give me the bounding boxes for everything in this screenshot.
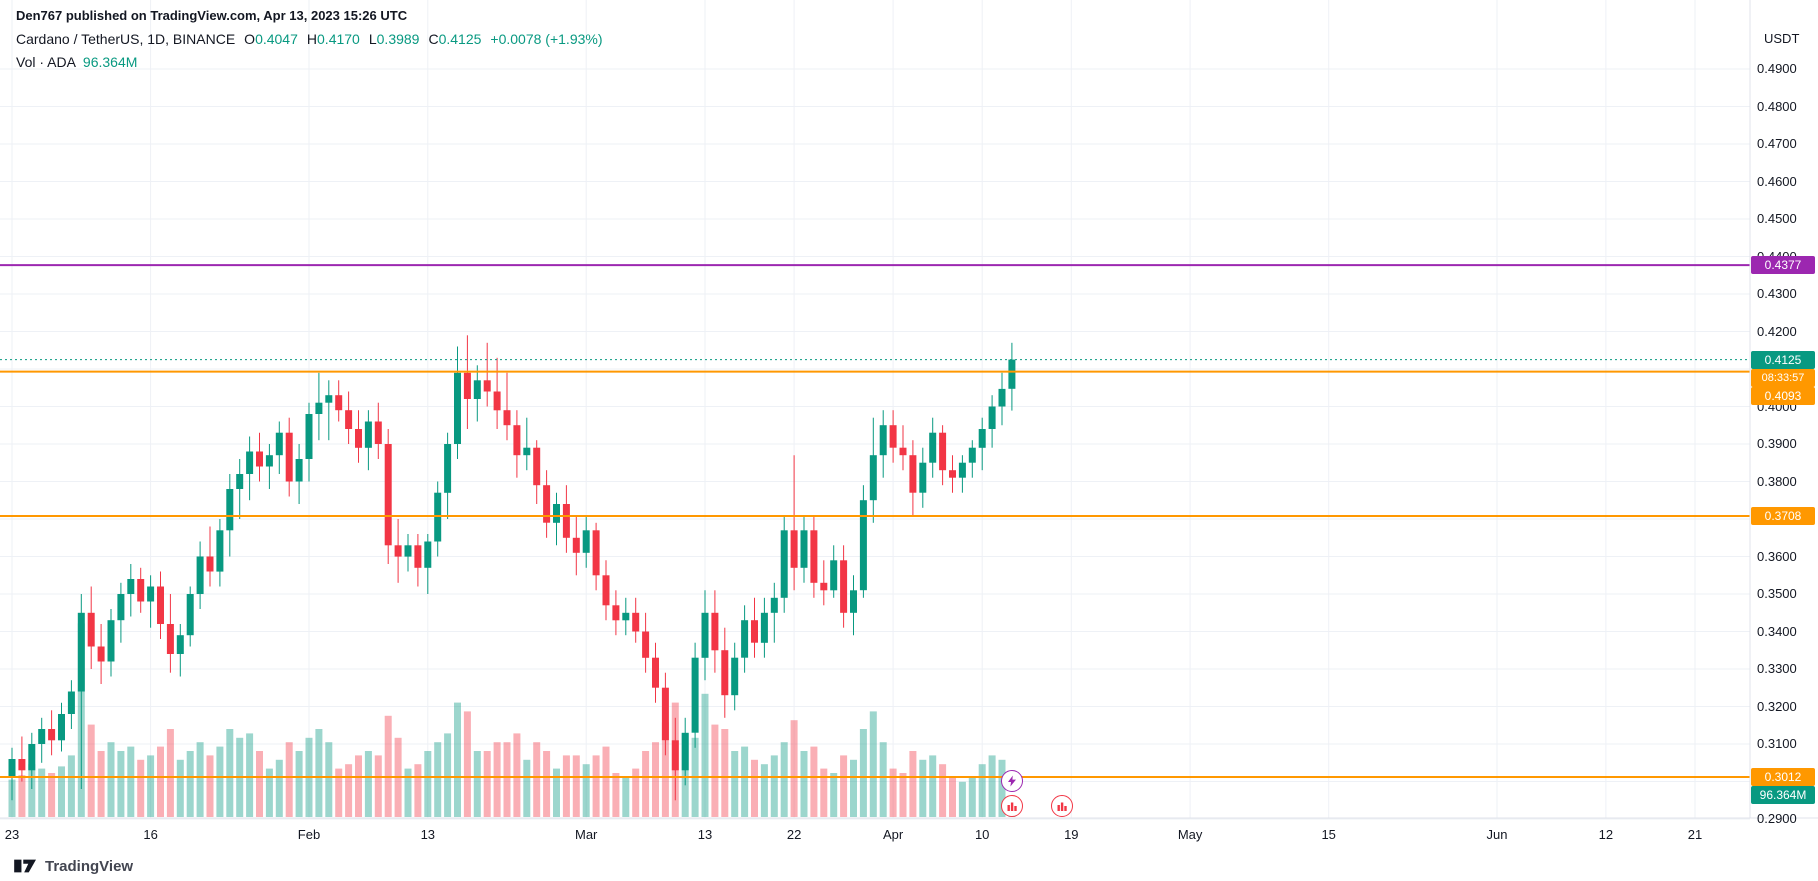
attribution-text: Den767 published on TradingView.com, Apr… (16, 8, 408, 23)
time-tick: 22 (786, 827, 802, 842)
ohlc-low: L0.3989 (368, 31, 420, 47)
symbol-title[interactable]: Cardano / TetherUS, 1D, BINANCE (16, 31, 236, 47)
time-tick: Jun (1486, 827, 1508, 842)
volume-axis-label: 96.364M (1751, 786, 1815, 804)
price-tick: 0.3200 (1757, 698, 1797, 714)
bars-marker-icon[interactable] (1051, 795, 1073, 817)
price-tick: 0.4600 (1757, 173, 1797, 189)
price-tick: 0.4500 (1757, 211, 1797, 226)
time-tick: 12 (1598, 827, 1614, 842)
price-tick: 0.3900 (1757, 436, 1797, 451)
candle-countdown-label: 08:33:57 (1751, 368, 1815, 387)
time-tick: 13 (697, 827, 713, 842)
price-tick: 0.4200 (1757, 323, 1797, 339)
time-tick: Feb (297, 827, 321, 842)
lightning-marker-icon[interactable] (1001, 770, 1023, 792)
price-change: +0.0078 (+1.93%) (490, 31, 603, 47)
tradingview-mark-icon (14, 859, 36, 873)
tradingview-brand-text: TradingView (45, 857, 134, 875)
ohlc-open: O0.4047 (244, 31, 298, 47)
quote-currency-label: USDT (1764, 31, 1800, 46)
current-price-label: 0.4125 (1751, 350, 1815, 369)
price-tick: 0.4300 (1757, 286, 1797, 301)
volume-value: 96.364M (82, 54, 138, 70)
price-tick: 0.4700 (1757, 136, 1797, 151)
price-tick: 0.3500 (1757, 586, 1797, 601)
volume-legend[interactable]: Vol · ADA 96.364M (16, 54, 137, 70)
bars-marker-icon[interactable] (1001, 795, 1023, 817)
price-tick: 0.3300 (1757, 661, 1797, 676)
time-tick: 23 (4, 827, 20, 842)
price-tick: 0.4900 (1757, 61, 1797, 76)
time-tick: 13 (420, 827, 436, 842)
price-tick: 0.3100 (1757, 736, 1797, 751)
time-tick: Apr (882, 827, 904, 842)
time-tick: 19 (1064, 827, 1079, 842)
time-tick: 21 (1687, 827, 1703, 842)
price-level-label[interactable]: 0.4093 (1751, 386, 1815, 405)
time-tick: 16 (143, 827, 158, 842)
price-tick: 0.2900 (1757, 811, 1797, 826)
time-tick: May (1177, 827, 1203, 842)
price-tick: 0.3400 (1757, 623, 1797, 639)
price-level-label[interactable]: 0.4377 (1751, 256, 1815, 275)
time-tick: 10 (974, 827, 990, 842)
time-tick: 15 (1321, 827, 1336, 842)
tradingview-logo[interactable]: TradingView (14, 856, 133, 876)
price-tick: 0.3600 (1757, 548, 1797, 564)
ohlc-close: C0.4125 (428, 31, 482, 47)
price-level-label[interactable]: 0.3708 (1751, 507, 1815, 525)
price-tick: 0.4800 (1757, 98, 1797, 114)
symbol-legend[interactable]: Cardano / TetherUS, 1D, BINANCE O0.4047 … (16, 31, 603, 47)
time-tick: Mar (574, 827, 598, 842)
price-level-label[interactable]: 0.3012 (1751, 768, 1815, 786)
volume-label: Vol · ADA (16, 54, 76, 70)
price-tick: 0.3800 (1757, 473, 1797, 489)
ohlc-high: H0.4170 (306, 31, 360, 47)
